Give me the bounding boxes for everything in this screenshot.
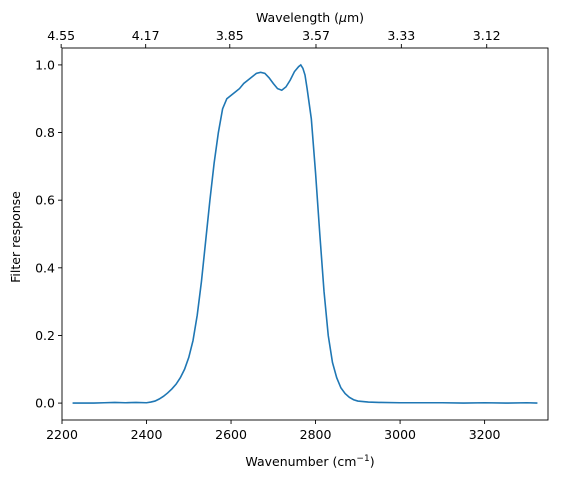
y-tick-label: 0.8 — [35, 125, 55, 140]
y-tick-label: 0.2 — [35, 328, 55, 343]
x-tick-label: 3000 — [384, 427, 416, 442]
y-tick-label: 0.0 — [35, 396, 55, 411]
y-tick-label: 1.0 — [35, 57, 55, 72]
top-tick-label: 3.12 — [473, 28, 501, 43]
x-tick-label: 2200 — [46, 427, 78, 442]
x-tick-label: 3200 — [469, 427, 501, 442]
bottom-x-axis: 2200 2400 2600 2800 3000 3200 — [46, 420, 501, 442]
top-tick-label: 4.17 — [132, 28, 160, 43]
top-tick-label: 3.33 — [387, 28, 415, 43]
top-tick-label: 4.55 — [47, 28, 75, 43]
y-tick-label: 0.4 — [35, 260, 55, 275]
x-tick-label: 2800 — [300, 427, 332, 442]
left-y-axis: 0.0 0.2 0.4 0.6 0.8 1.0 — [35, 57, 62, 411]
axes-frame — [61, 47, 549, 421]
x-axis-label: Wavenumber (cm−1) — [245, 454, 374, 469]
plot-area — [61, 47, 549, 421]
top-axis-label: Wavelength (μm) — [256, 10, 364, 25]
y-tick-label: 0.6 — [35, 193, 55, 208]
x-tick-label: 2400 — [131, 427, 163, 442]
x-tick-label: 2600 — [215, 427, 247, 442]
top-tick-label: 3.57 — [302, 28, 330, 43]
top-tick-label: 3.85 — [216, 28, 244, 43]
filter-response-line — [72, 63, 538, 404]
y-axis-label: Filter response — [8, 191, 23, 283]
top-x-axis: 4.55 4.17 3.85 3.57 3.33 3.12 — [47, 28, 501, 48]
